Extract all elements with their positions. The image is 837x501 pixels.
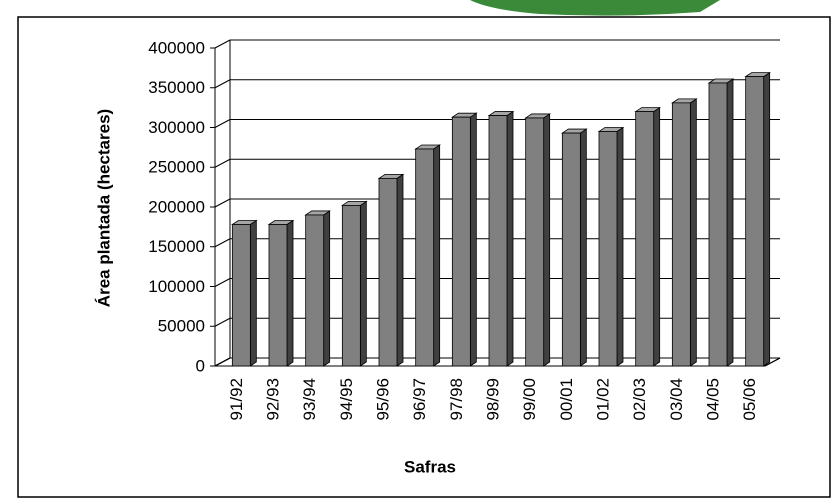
diagonal-tick bbox=[214, 39, 231, 49]
bar-side bbox=[323, 210, 331, 367]
diagonal-tick bbox=[214, 119, 231, 128]
bar-side bbox=[249, 219, 257, 367]
bar bbox=[635, 111, 655, 367]
y-tick-label: 350000 bbox=[148, 78, 205, 97]
bar-side bbox=[763, 71, 771, 367]
bar-side bbox=[359, 200, 367, 367]
x-tick-label: 01/02 bbox=[593, 378, 612, 421]
y-tick-label: 250000 bbox=[148, 158, 205, 177]
x-tick-label: 97/98 bbox=[447, 378, 466, 421]
diagonal-tick bbox=[214, 79, 231, 89]
x-tick-label: 04/05 bbox=[703, 378, 722, 421]
x-tick-label: 91/92 bbox=[227, 378, 246, 421]
y-tick-label: 150000 bbox=[148, 237, 205, 256]
bar bbox=[745, 76, 765, 367]
decoration bbox=[470, 0, 720, 16]
bar bbox=[488, 115, 508, 367]
x-tick-label: 03/04 bbox=[667, 378, 686, 421]
y-tick-label: 400000 bbox=[148, 38, 205, 57]
x-tick-label: 92/93 bbox=[263, 378, 282, 421]
y-tick-label: 200000 bbox=[148, 197, 205, 216]
diagonal-tick bbox=[214, 357, 231, 367]
bar-side bbox=[543, 113, 551, 367]
diagonal-tick bbox=[214, 317, 231, 327]
bar bbox=[341, 205, 361, 367]
bar-side bbox=[726, 78, 734, 367]
y-tick-label: 0 bbox=[196, 356, 205, 375]
y-tick-label: 300000 bbox=[148, 118, 205, 137]
bar bbox=[378, 177, 398, 367]
bar bbox=[708, 82, 728, 367]
x-tick-label: 99/00 bbox=[520, 378, 539, 421]
x-tick-label: 98/99 bbox=[483, 378, 502, 421]
diagonal-tick bbox=[214, 238, 231, 248]
bar bbox=[305, 214, 325, 367]
bar bbox=[451, 116, 471, 367]
x-axis-title: Safras bbox=[404, 457, 456, 476]
bar bbox=[525, 117, 545, 367]
x-tick-label: 02/03 bbox=[630, 378, 649, 421]
bar-side bbox=[433, 144, 441, 367]
bar-side bbox=[286, 219, 294, 367]
bar-side bbox=[579, 128, 587, 367]
diagonal-tick bbox=[214, 158, 231, 168]
x-tick-label: 95/96 bbox=[373, 378, 392, 421]
bar bbox=[231, 224, 251, 367]
bar bbox=[268, 224, 288, 367]
bar bbox=[598, 131, 618, 367]
x-tick-label: 93/94 bbox=[300, 378, 319, 421]
x-tick-label: 96/97 bbox=[410, 378, 429, 421]
bar-side bbox=[506, 110, 514, 367]
bar-side bbox=[689, 98, 697, 367]
bar-side bbox=[469, 112, 477, 367]
x-tick-label: 94/95 bbox=[337, 378, 356, 421]
x-tick-label: 00/01 bbox=[557, 378, 576, 421]
diagonal-tick bbox=[214, 278, 231, 287]
y-axis-title: Área plantada (hectares) bbox=[94, 109, 113, 307]
bar-side bbox=[396, 173, 404, 367]
bar-side bbox=[653, 106, 661, 367]
bar bbox=[415, 148, 435, 367]
x-tick-label: 05/06 bbox=[740, 378, 759, 421]
x-axis-right-edge bbox=[764, 357, 781, 367]
diagonal-tick bbox=[214, 198, 231, 208]
y-tick-label: 50000 bbox=[158, 317, 205, 336]
y-tick-label: 100000 bbox=[148, 277, 205, 296]
bar bbox=[671, 102, 691, 367]
bar bbox=[561, 132, 581, 367]
bar-side bbox=[616, 126, 624, 367]
